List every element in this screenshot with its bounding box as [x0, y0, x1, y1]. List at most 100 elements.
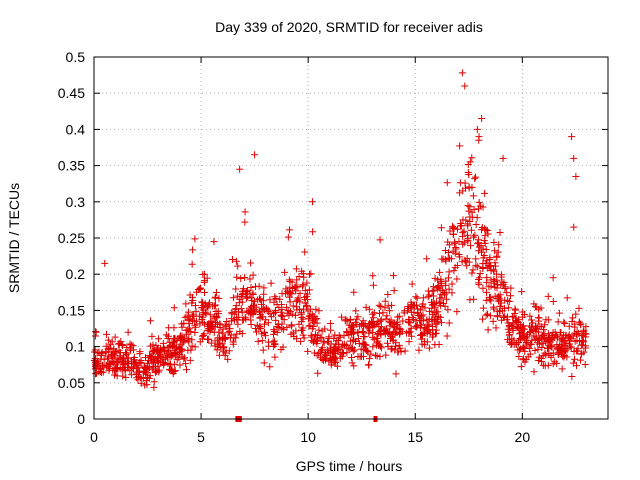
data-point: [257, 324, 265, 332]
data-point: [376, 236, 384, 244]
data-point: [421, 304, 429, 312]
data-point: [310, 349, 318, 357]
data-point: [253, 321, 261, 329]
data-point: [522, 336, 530, 344]
data-point: [516, 320, 524, 328]
data-point: [369, 272, 377, 280]
data-point: [482, 246, 490, 254]
data-point: [255, 295, 263, 303]
data-point: [224, 329, 232, 337]
data-point: [473, 240, 481, 248]
data-point: [548, 343, 556, 351]
data-point: [247, 284, 255, 292]
data-point: [205, 299, 213, 307]
data-point: [233, 313, 241, 321]
data-point: [579, 328, 587, 336]
data-point: [443, 332, 451, 340]
data-point: [204, 304, 212, 312]
data-point: [266, 363, 274, 371]
data-point: [582, 342, 590, 350]
data-point: [282, 303, 290, 311]
data-point: [461, 256, 469, 264]
data-point: [490, 239, 498, 247]
data-point: [327, 326, 335, 334]
data-point: [241, 273, 249, 281]
data-point: [185, 316, 193, 324]
data-point: [340, 332, 348, 340]
data-point: [110, 351, 118, 359]
data-point: [336, 333, 344, 341]
data-point: [177, 335, 185, 343]
data-point: [364, 348, 372, 356]
data-point: [393, 321, 401, 329]
data-point: [156, 353, 164, 361]
data-point: [356, 322, 364, 330]
data-point: [384, 291, 392, 299]
data-point: [351, 318, 359, 326]
data-point: [176, 361, 184, 369]
data-point: [542, 316, 550, 324]
y-tick-label: 0.05: [58, 375, 85, 391]
data-point: [574, 347, 582, 355]
data-point: [428, 304, 436, 312]
data-point: [579, 338, 587, 346]
data-point: [418, 335, 426, 343]
data-point: [228, 308, 236, 316]
data-point: [383, 339, 391, 347]
data-point: [487, 282, 495, 290]
data-point: [180, 355, 188, 363]
data-point: [296, 298, 304, 306]
data-point: [437, 319, 445, 327]
data-point: [307, 270, 315, 278]
data-point: [485, 293, 493, 301]
data-point: [318, 334, 326, 342]
data-point: [111, 348, 119, 356]
data-point: [459, 187, 467, 195]
data-point: [382, 315, 390, 323]
data-point: [370, 309, 378, 317]
data-point: [419, 294, 427, 302]
x-tick-label: 15: [407, 429, 423, 445]
data-point: [533, 325, 541, 333]
data-point: [170, 334, 178, 342]
data-point: [246, 289, 254, 297]
data-point: [531, 303, 539, 311]
data-point: [178, 323, 186, 331]
data-point: [249, 271, 257, 279]
data-point: [339, 349, 347, 356]
data-point: [437, 224, 445, 232]
data-point: [429, 283, 437, 291]
data-point: [389, 320, 397, 328]
data-point: [229, 338, 237, 346]
data-point: [356, 353, 364, 361]
data-point: [493, 253, 501, 261]
data-point: [444, 238, 452, 246]
data-point: [180, 354, 188, 362]
data-point: [285, 226, 293, 234]
data-point: [433, 320, 441, 328]
data-point: [257, 296, 265, 304]
data-point: [464, 169, 472, 177]
data-point: [188, 299, 196, 307]
data-point: [93, 360, 101, 368]
data-point: [369, 314, 377, 322]
data-point: [449, 247, 457, 255]
data-point: [308, 316, 316, 324]
data-point: [358, 327, 366, 335]
data-point: [404, 303, 412, 311]
data-point: [290, 332, 298, 340]
data-point: [544, 336, 552, 344]
data-point: [484, 326, 492, 334]
data-point: [566, 334, 574, 342]
data-point: [442, 289, 450, 297]
data-point: [581, 360, 589, 368]
y-tick-label: 0.4: [66, 121, 86, 137]
data-point: [439, 255, 447, 263]
data-point: [210, 314, 218, 322]
data-point: [555, 309, 563, 317]
data-point: [397, 348, 405, 356]
data-point: [542, 351, 550, 359]
data-point: [498, 278, 506, 286]
data-point: [406, 319, 414, 327]
